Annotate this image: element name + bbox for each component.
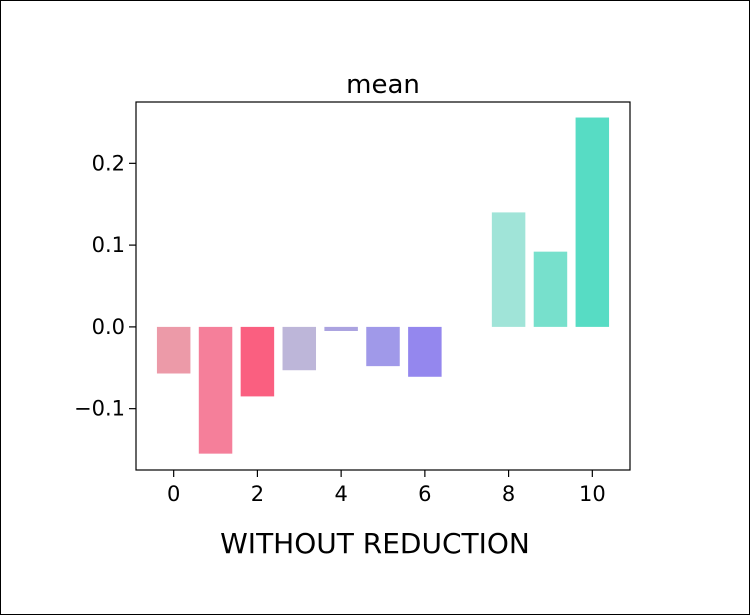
bar-3 (282, 326, 317, 371)
x-tick-label: 6 (418, 482, 431, 506)
x-tick-label: 8 (502, 482, 515, 506)
y-tick-label: 0.2 (92, 151, 125, 175)
bar-8 (491, 212, 526, 327)
bar-2 (240, 326, 275, 397)
x-axis: 0 2 4 6 8 10 (167, 470, 606, 506)
bar-9 (533, 251, 568, 327)
bar-0 (156, 326, 191, 374)
bar-10 (575, 117, 610, 327)
y-tick-label: 0.0 (92, 315, 125, 339)
bars-group (156, 117, 610, 454)
x-axis-label: WITHOUT REDUCTION (220, 527, 530, 560)
chart-title: mean (346, 70, 420, 100)
x-tick-label: 0 (167, 482, 180, 506)
plot-area (135, 101, 631, 471)
y-tick-label: −0.1 (74, 397, 125, 421)
y-axis: −0.1 0.0 0.1 0.2 (74, 151, 136, 421)
bar-5 (366, 326, 400, 367)
x-tick-label: 2 (251, 482, 264, 506)
bar-1 (198, 326, 233, 454)
x-tick-label: 10 (579, 482, 606, 506)
bar-4 (324, 326, 358, 331)
bar-6 (408, 326, 442, 377)
x-tick-label: 4 (334, 482, 347, 506)
y-tick-label: 0.1 (92, 233, 125, 257)
